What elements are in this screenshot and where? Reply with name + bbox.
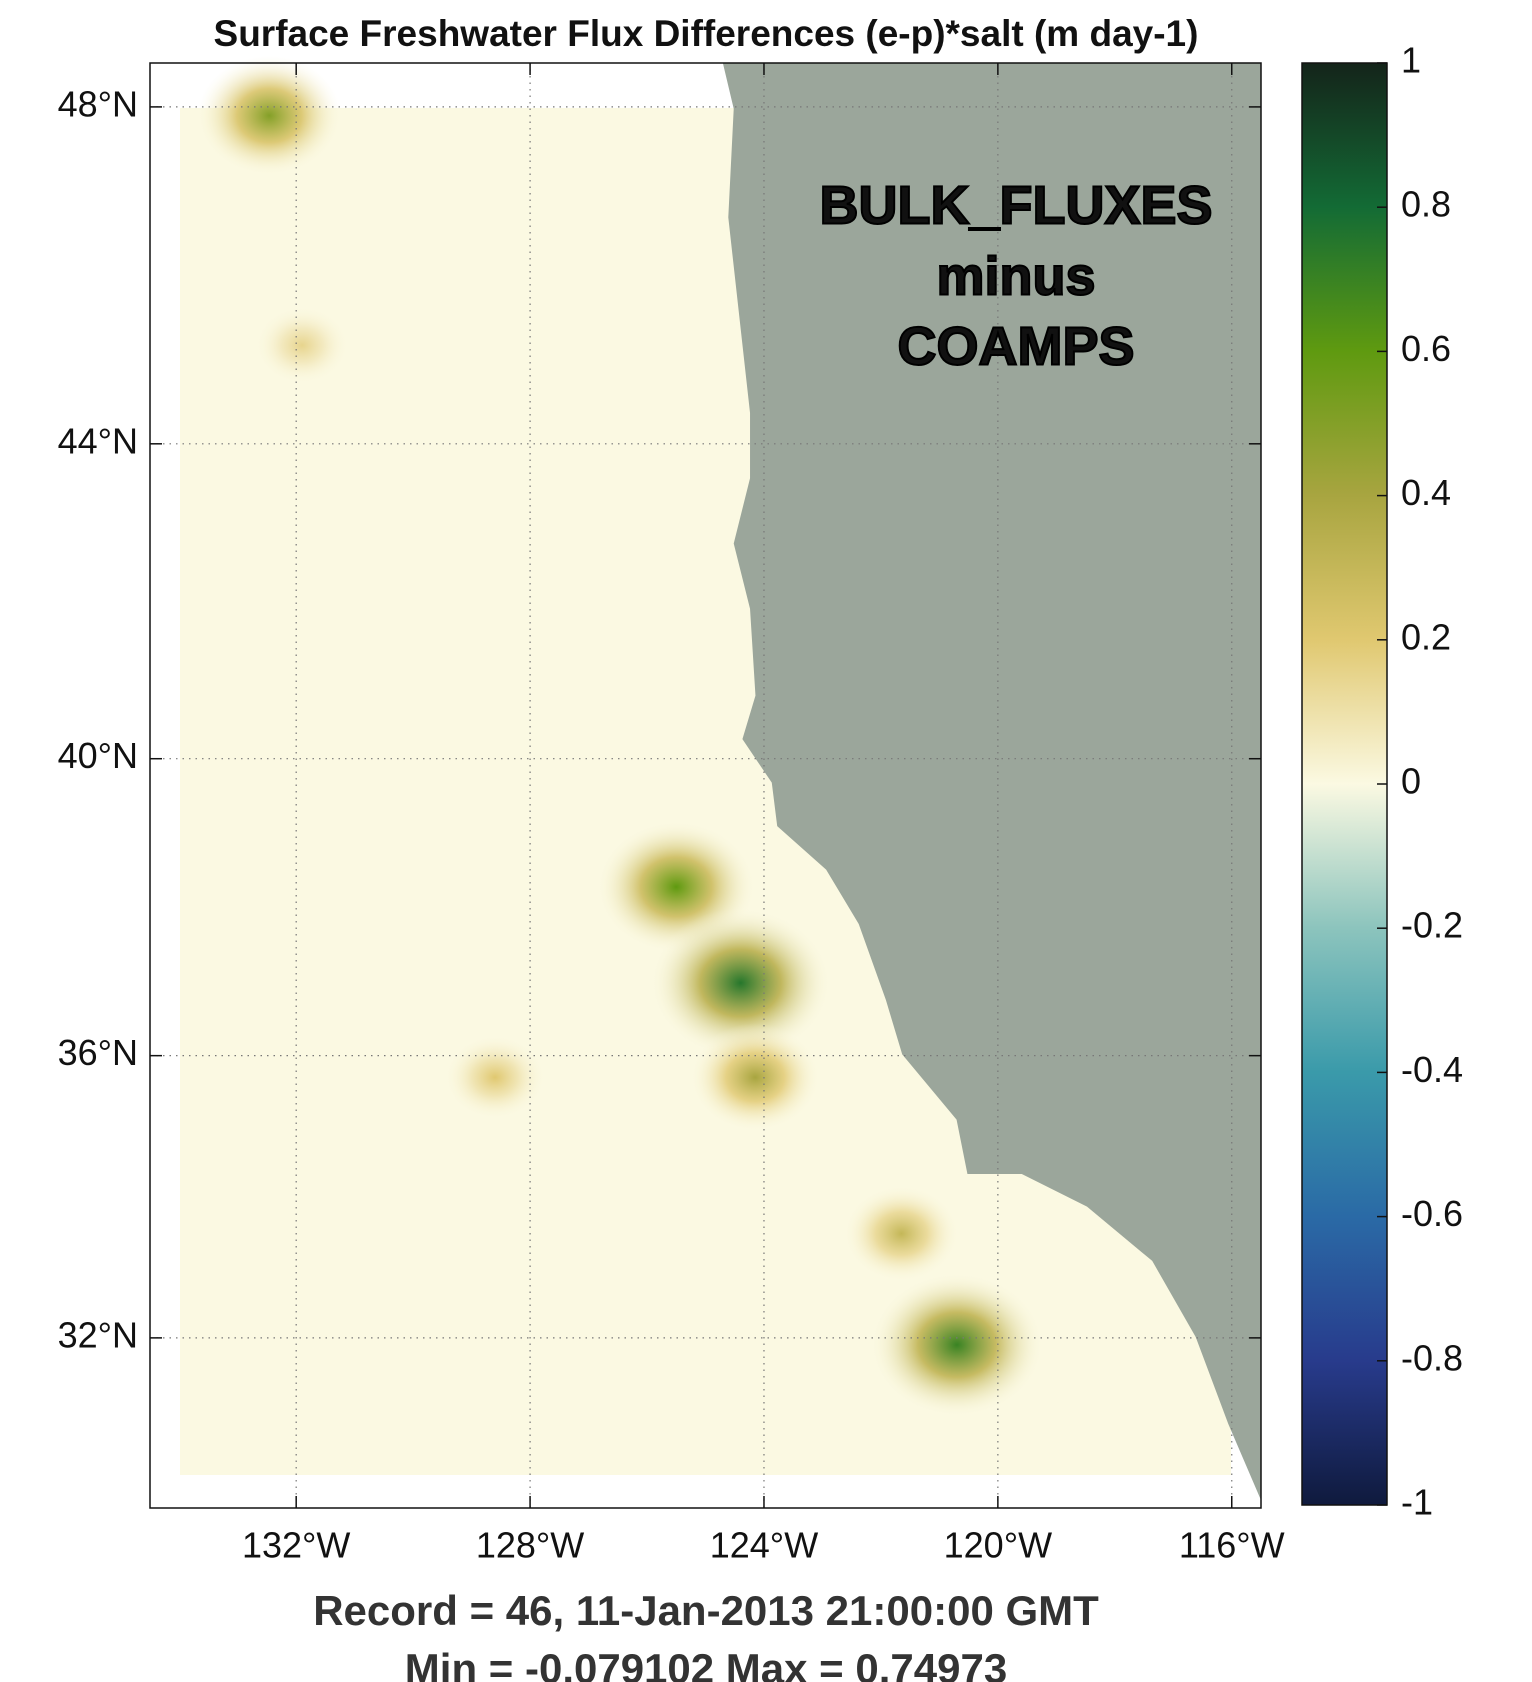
x-tick-label: 128°W	[476, 1525, 584, 1566]
colorbar-tick-label: -1	[1401, 1482, 1433, 1523]
y-tick-label: 48°N	[58, 83, 138, 124]
colorbar-tick-label: 0	[1401, 761, 1421, 802]
colorbar-tick-label: -0.6	[1401, 1193, 1463, 1234]
hotspot	[843, 1185, 959, 1282]
colorbar-body	[1301, 62, 1388, 1506]
hotspot-layer	[197, 55, 1044, 1417]
colorbar: -1 -0.8 -0.6 -0.4 -0.2 0 0.2 0.4 0.6 0.8 1	[1301, 40, 1463, 1523]
hotspot	[870, 1272, 1044, 1417]
colorbar-tick-label: 0.6	[1401, 328, 1451, 369]
colorbar-tick-label: -0.2	[1401, 905, 1463, 946]
x-tick-label: 124°W	[710, 1525, 818, 1566]
hotspot	[650, 907, 831, 1058]
colorbar-tick-label: -0.4	[1401, 1049, 1463, 1090]
grid-layer	[150, 63, 1261, 1508]
y-tick-label: 44°N	[58, 420, 138, 461]
y-tick-label: 32°N	[58, 1314, 138, 1355]
annotation-line: BULK_FLUXES	[819, 175, 1212, 235]
hotspot	[690, 1023, 821, 1132]
y-tick-label: 40°N	[58, 735, 138, 776]
footer-text: Record = 46, 11-Jan-2013 21:00:00 GMT	[313, 1587, 1099, 1634]
colorbar-tick-label: -0.8	[1401, 1337, 1463, 1378]
x-tick-label: 120°W	[944, 1525, 1052, 1566]
land-group	[722, 63, 1261, 1501]
x-tick-label: 132°W	[242, 1525, 350, 1566]
x-tick-label: 116°W	[1179, 1525, 1285, 1566]
chart-title: Surface Freshwater Flux Differences (e-p…	[214, 13, 1199, 54]
hotspot	[444, 1035, 546, 1120]
colorbar-tick-label: 0.4	[1401, 472, 1451, 513]
footer-text: Min = -0.079102 Max = 0.74973	[405, 1645, 1007, 1682]
annotation-line: COAMPS	[897, 316, 1134, 376]
colorbar-tick-label: 0.8	[1401, 184, 1451, 225]
hotspot	[255, 306, 349, 385]
colorbar-tick-label: 1	[1401, 40, 1421, 81]
hotspot	[197, 55, 342, 176]
colorbar-tick-label: 0.2	[1401, 616, 1451, 657]
land	[722, 63, 1261, 1501]
y-tick-label: 36°N	[58, 1032, 138, 1073]
plot-frame	[149, 62, 1262, 1509]
annotation-line: minus	[936, 246, 1095, 306]
